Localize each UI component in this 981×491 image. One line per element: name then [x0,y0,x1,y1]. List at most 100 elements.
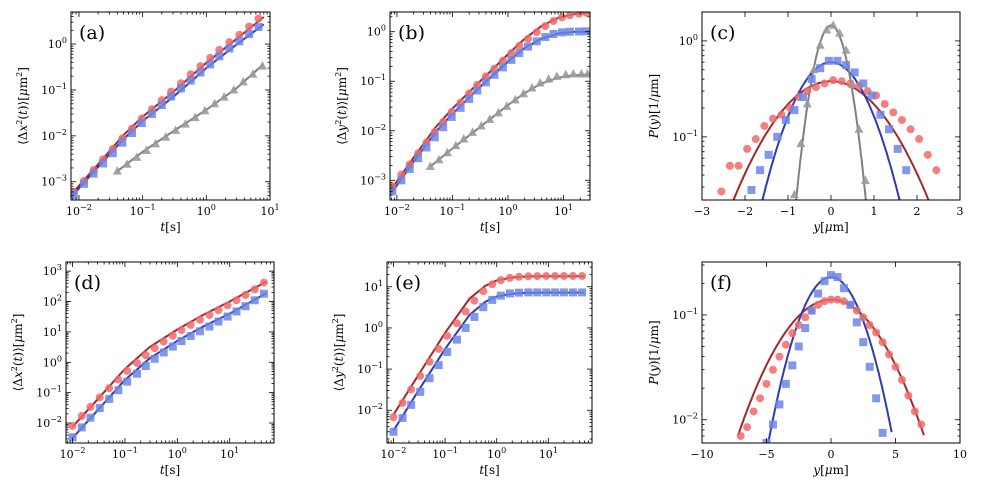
x-tick-label: 2 [914,205,921,218]
data-point-blue [568,288,577,297]
data-point-blue [99,159,108,168]
data-point-red [434,344,443,353]
data-point-gray [122,159,132,168]
data-point-blue [893,144,902,153]
data-point-red [878,338,887,347]
data-point-red [532,28,541,37]
panel-label: (d) [74,272,101,294]
data-point-red [775,352,784,361]
data-point-red [133,358,142,367]
data-point-red [885,350,894,359]
data-point-blue [842,61,851,70]
panel-c: −3 −2 −1 0 1 2 3 10−1 100 (c) y[μm] P(y)[1/μm] [647,11,964,234]
data-point-red [507,49,516,58]
data-point-blue [147,109,156,118]
data-point-gray [459,134,469,143]
panel-label: (e) [395,272,421,294]
data-point-gray [527,83,537,92]
data-point-blue [167,92,176,101]
data-point-gray [161,132,171,141]
data-point-red [196,62,205,71]
data-point-blue [232,307,241,316]
data-point-blue [416,387,425,396]
y-tick-label: 103 [43,263,62,278]
data-point-blue [86,413,95,422]
data-point-blue [141,362,150,371]
data-point-blue [542,288,551,297]
x-tick-label: 10−1 [130,203,156,218]
x-tick-label: −2 [737,205,753,218]
x-tick-label: 101 [554,203,573,218]
y-tick-label: 100 [364,320,383,335]
data-point-blue [177,337,186,346]
data-point-blue [846,300,855,309]
axes-frame [70,11,271,201]
data-point-blue [127,129,136,138]
data-point-red [549,16,558,25]
data-point-red [917,420,926,429]
data-point-red [760,121,769,130]
y-tick-label: 101 [364,279,383,294]
data-point-red [865,321,874,330]
data-point-blue [215,52,224,61]
data-point-blue [565,27,574,36]
data-point-gray [425,161,435,170]
data-point-blue [859,79,868,88]
data-point-blue [807,306,816,315]
y-tick-label: 10−1 [360,73,386,88]
data-point-blue [532,37,541,46]
data-point-blue [389,427,398,436]
data-point-red [241,290,250,299]
panel-f: −10 −5 0 5 10 10−2 10−1 (f) y[μm] P(y)[1/μm] [647,261,967,477]
data-point-gray [796,138,806,148]
data-point-red [123,366,132,375]
data-point-blue [108,149,117,158]
data-point-gray [822,24,832,34]
data-point-blue [488,295,497,304]
data-point-red [565,12,574,20]
data-point-red [725,161,734,170]
y-axis-label: P(y)[1/μm] [647,320,661,385]
data-point-blue [133,369,142,378]
data-point-blue [254,23,263,32]
y-tick-label: 100 [48,36,67,51]
data-point-red [223,301,232,310]
data-point-blue [95,404,104,413]
data-point-red [245,22,254,31]
data-point-red [159,337,168,346]
data-point-blue [259,289,268,298]
x-tick-label: 1 [871,205,878,218]
data-point-red [814,300,823,309]
x-axis-label: y[μm] [812,463,848,477]
data-point-blue [514,288,523,297]
data-point-blue [245,30,254,39]
plot-area [389,271,587,436]
data-point-gray [434,154,444,164]
data-point-gray [190,112,200,122]
data-point-gray [493,107,503,117]
data-point-red [839,297,848,306]
axes-frame [386,261,593,444]
y-tick-label: 10−2 [357,402,383,417]
data-point-red [558,13,567,22]
x-axis-label: t[s] [160,220,180,234]
data-point-red [582,12,590,17]
data-point-gray [210,98,220,108]
data-point-gray [229,84,239,94]
data-point-gray [200,105,210,115]
data-point-blue [397,176,406,185]
data-point-red [490,64,499,73]
data-point-blue [186,332,195,341]
data-point-blue [833,56,842,65]
data-point-red [452,319,461,328]
y-axis-label: ⟨Δx2(t)⟩[μm2] [10,314,25,392]
data-point-blue [150,354,159,363]
data-point-red [910,407,919,416]
y-tick-label: 100 [43,354,62,369]
data-point-red [574,12,583,18]
data-point-blue [479,303,488,312]
data-point-red [250,285,259,294]
data-point-red [95,393,104,402]
data-point-blue [196,68,205,77]
y-axis-label: ⟨Δx2(t)⟩[μm2] [15,67,30,145]
